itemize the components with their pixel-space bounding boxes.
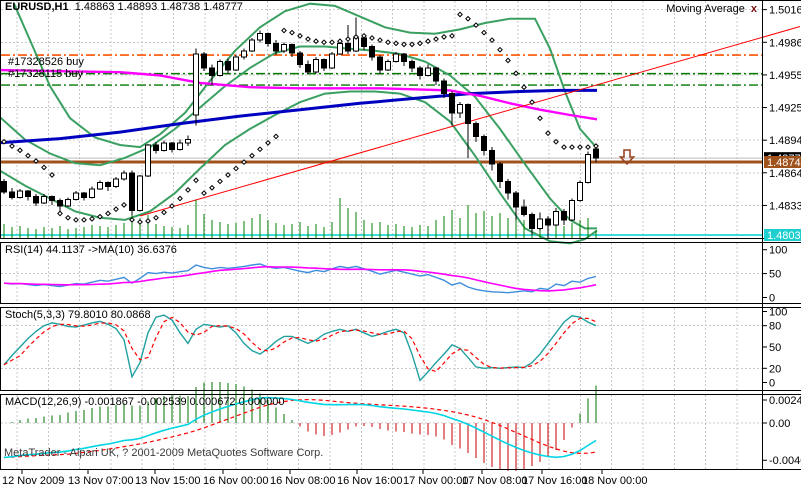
- pane-borders: [0, 0, 801, 470]
- stoch-tick-label: 0: [769, 378, 775, 390]
- price-level-lines: [1, 54, 763, 236]
- bollinger-lower: [0, 90, 598, 245]
- time-scale[interactable]: 12 Nov 2009 13 Nov 07:00 13 Nov 15:00 16 No…: [2, 470, 647, 487]
- rsi-tick-label: 0: [769, 293, 775, 305]
- macd-histogram: [11, 381, 597, 472]
- price-badge: [764, 229, 801, 241]
- bollinger-middle: [0, 45, 597, 230]
- price-tick-label: 1.49555: [769, 70, 801, 82]
- price-tick-label: 1.48640: [769, 168, 801, 180]
- moving-average-blue: [0, 88, 597, 145]
- time-tick-label: 17 Nov 00:00: [403, 475, 468, 487]
- time-tick-label: 18 Nov 00:00: [582, 475, 647, 487]
- macd-signal-line: [3, 398, 597, 459]
- time-tick-label: 16 Nov 00:00: [203, 475, 268, 487]
- moving-average-indicator-label: Moving Average x: [666, 3, 757, 15]
- price-tick-label: 1.49250: [769, 103, 801, 115]
- time-tick-label: 17 Nov 08:00: [462, 475, 527, 487]
- down-arrow-icon: [618, 149, 636, 166]
- close-indicator-icon[interactable]: x: [750, 3, 757, 15]
- bollinger-bands: [0, 2, 598, 245]
- stoch-tick-label: 100: [769, 307, 787, 319]
- stoch-tick-label: 20: [769, 363, 781, 375]
- stoch-tick-label: 50: [769, 342, 781, 354]
- time-tick-label: 12 Nov 2009: [2, 475, 64, 487]
- time-tick-label: 16 Nov 08:00: [270, 475, 335, 487]
- rsi-line: [3, 263, 597, 294]
- parabolic-sar-dots: [1, 11, 599, 225]
- bollinger-upper: [13, 2, 598, 149]
- price-tick-label: 1.50165: [769, 5, 801, 17]
- price-badge: [764, 156, 801, 168]
- indicator-name-label: Moving Average: [666, 3, 745, 15]
- time-tick-label: 16 Nov 16:00: [337, 475, 402, 487]
- price-tick-label: 1.48945: [769, 135, 801, 147]
- macd-main-line: [3, 396, 597, 459]
- price-tick-label: 1.49860: [769, 37, 801, 49]
- stoch-tick-label: 80: [769, 321, 781, 333]
- rsi-tick-label: 50: [769, 269, 781, 281]
- time-tick-label: 13 Nov 07:00: [68, 475, 133, 487]
- candlesticks: [1, 17, 599, 238]
- price-tick-label: 1.48335: [769, 200, 801, 212]
- stochastic-d-line: [3, 316, 597, 373]
- stochastic-k-line: [3, 314, 597, 382]
- rsi-tick-label: 100: [769, 245, 787, 257]
- moving-average-magenta: [0, 68, 598, 121]
- rsi-ma-line: [3, 265, 597, 292]
- indicator-scales: 100 50 0 100 80 50 20 0 0.00247 0.00 -0.00400: [763, 245, 801, 467]
- price-scale[interactable]: 1.50165 1.49860 1.49555 1.49250 1.48945 1.486…: [763, 5, 801, 242]
- macd-tick-label: 0.00247: [769, 395, 801, 407]
- time-tick-label: 13 Nov 15:00: [135, 475, 200, 487]
- volume-histogram: [3, 198, 597, 238]
- macd-tick-label: -0.00400: [769, 455, 801, 467]
- macd-tick-label: 0.00: [769, 418, 790, 430]
- time-tick-label: 17 Nov 16:00: [522, 475, 587, 487]
